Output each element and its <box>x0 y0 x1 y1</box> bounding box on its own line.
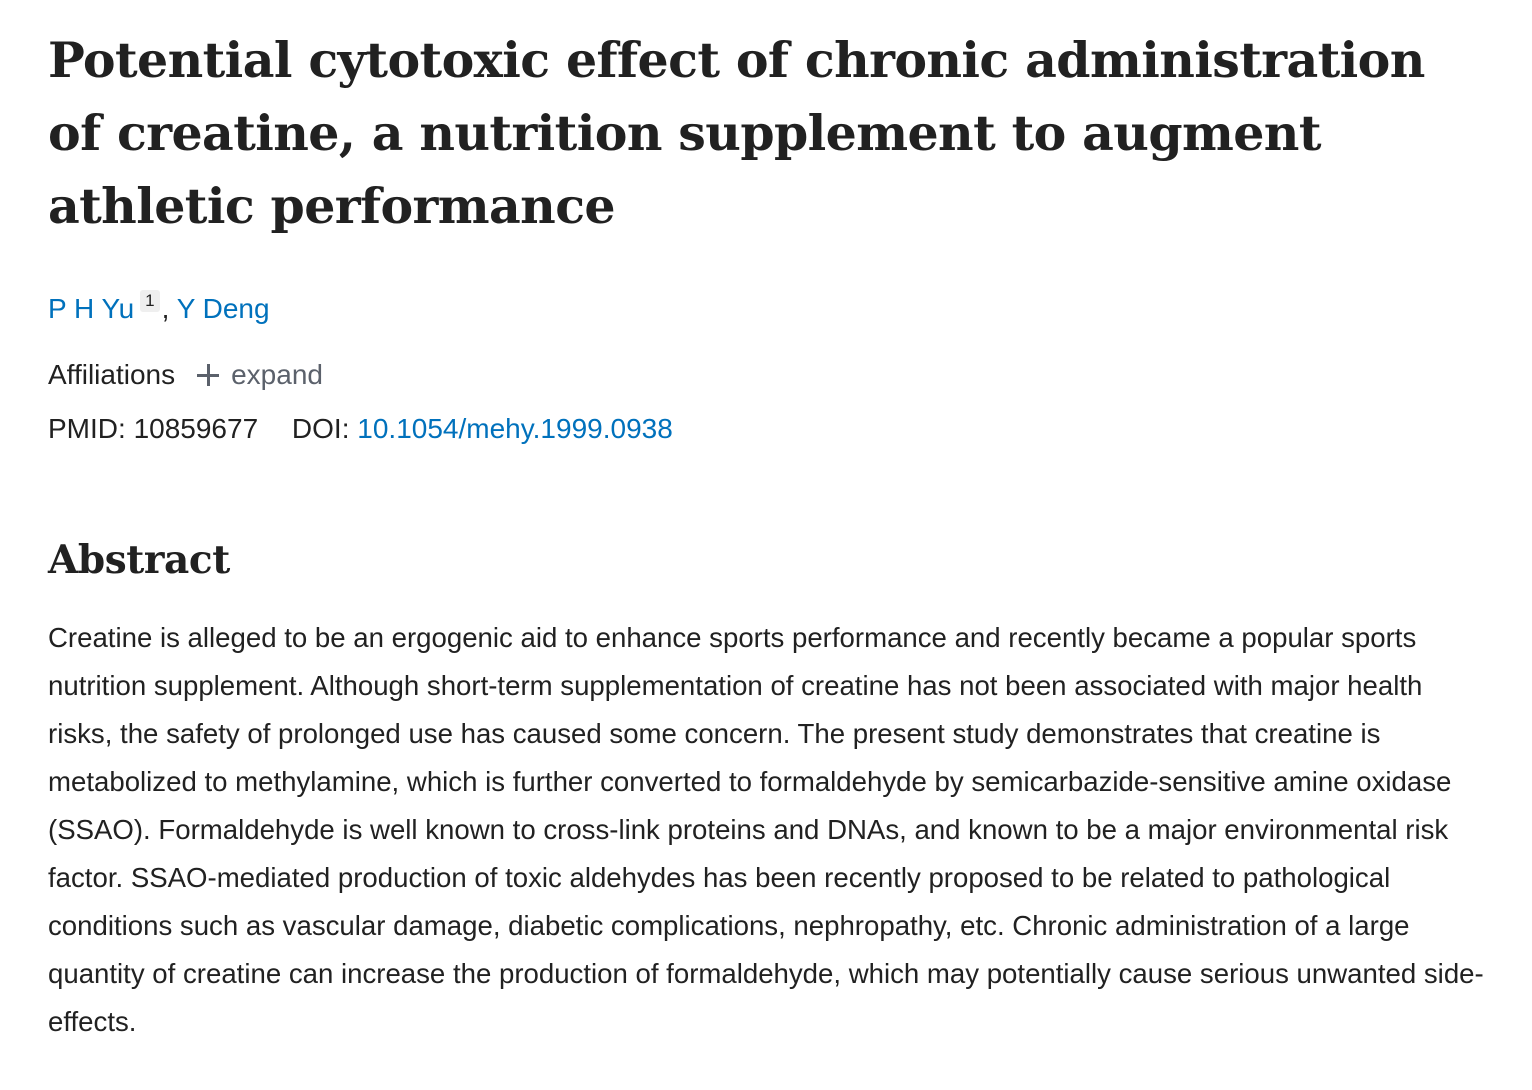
affiliations-expand-button[interactable]: expand <box>197 355 323 395</box>
pmid-value: 10859677 <box>133 413 259 444</box>
plus-icon <box>197 364 220 386</box>
author-link-p-h-yu[interactable]: P H Yu <box>48 293 135 324</box>
abstract-text: Creatine is alleged to be an ergogenic a… <box>48 622 1484 1037</box>
article-title: Potential cytotoxic effect of chronic ad… <box>48 31 1425 235</box>
pmid: PMID: 10859677 <box>48 409 258 449</box>
doi: DOI: 10.1054/mehy.1999.0938 <box>292 409 673 449</box>
doi-label: DOI: <box>291 413 350 444</box>
article-page: Potential cytotoxic effect of chronic ad… <box>48 24 1488 1046</box>
pmid-label: PMID: <box>48 413 126 444</box>
abstract-heading: Abstract <box>48 537 230 583</box>
doi-link[interactable]: 10.1054/mehy.1999.0938 <box>357 413 673 444</box>
expand-label: expand <box>231 359 323 390</box>
author-link-y-deng[interactable]: Y Deng <box>176 293 270 324</box>
affiliations-row: Affiliations expand <box>48 355 1488 395</box>
identifiers-row: PMID: 10859677 DOI: 10.1054/mehy.1999.09… <box>48 409 1488 449</box>
affiliation-ref-badge[interactable]: 1 <box>140 290 160 312</box>
affiliations-label: Affiliations <box>48 359 176 390</box>
authors-list: P H Yu 1, Y Deng <box>48 289 1488 329</box>
author-separator: , <box>161 293 177 324</box>
